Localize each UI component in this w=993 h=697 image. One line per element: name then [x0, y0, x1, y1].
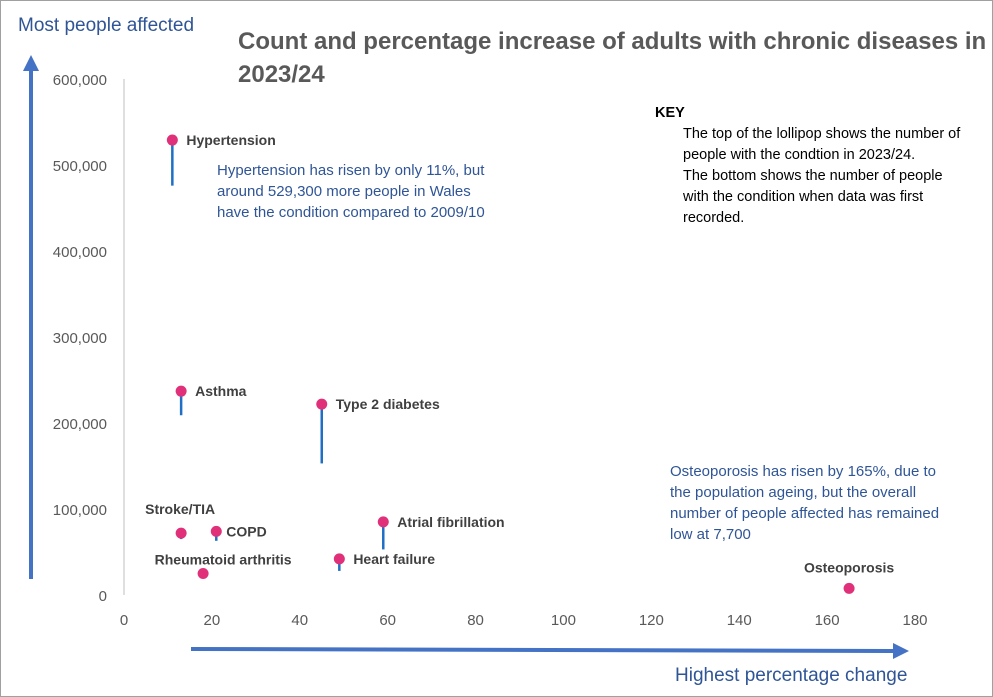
- key-line-2: The bottom shows the number of people wi…: [683, 168, 943, 226]
- y-tick-label: 100,000: [53, 502, 107, 519]
- lollipop-dot: [175, 385, 187, 397]
- y-axis-label: Most people affected: [18, 15, 195, 36]
- x-axis-arrow: [190, 642, 909, 659]
- x-tick-label: 60: [379, 612, 396, 629]
- y-tick-label: 600,000: [53, 72, 107, 89]
- key-box: KEY The top of the lollipop shows the nu…: [655, 103, 963, 229]
- x-tick-label: 40: [291, 612, 308, 629]
- lollipop-dot: [210, 525, 222, 537]
- x-tick-label: 180: [902, 612, 927, 629]
- point-label: Heart failure: [353, 551, 435, 567]
- point-label: Rheumatoid arthritis: [155, 552, 292, 568]
- lollipop-dot: [377, 516, 389, 528]
- key-line-1: The top of the lollipop shows the number…: [683, 126, 961, 163]
- lollipop-dot: [166, 134, 178, 146]
- x-tick-label: 100: [551, 612, 576, 629]
- x-tick-label: 120: [639, 612, 664, 629]
- lollipop-dot: [333, 553, 345, 565]
- y-tick-label: 500,000: [53, 158, 107, 175]
- point-label: Type 2 diabetes: [336, 396, 440, 412]
- x-tick-label: 0: [120, 612, 128, 629]
- lollipop-dot: [197, 568, 209, 579]
- y-tick-label: 200,000: [53, 416, 107, 433]
- x-tick-label: 160: [815, 612, 840, 629]
- lollipop-dot: [316, 398, 328, 410]
- y-tick-label: 400,000: [53, 244, 107, 261]
- point-label: Atrial fibrillation: [397, 514, 504, 530]
- y-tick-label: 300,000: [53, 330, 107, 347]
- point-label: Hypertension: [186, 132, 275, 148]
- key-title: KEY: [655, 105, 685, 121]
- x-tick-label: 80: [467, 612, 484, 629]
- point-label: Asthma: [195, 383, 247, 399]
- x-axis-label: Highest percentage change: [675, 665, 908, 686]
- osteoporosis-annotation: Osteoporosis has risen by 165%, due to t…: [670, 463, 940, 543]
- point-label: Osteoporosis: [804, 559, 894, 575]
- lollipop-dot: [843, 582, 855, 594]
- point-label: Stroke/TIA: [145, 501, 215, 517]
- x-tick-label: 140: [727, 612, 752, 629]
- chart-title: Count and percentage increase of adults …: [238, 28, 987, 88]
- lollipop-dot: [175, 527, 187, 539]
- y-tick-label: 0: [99, 588, 107, 605]
- point-label: COPD: [226, 523, 266, 539]
- hypertension-annotation: Hypertension has risen by only 11%, but …: [217, 162, 485, 221]
- x-tick-label: 20: [204, 612, 221, 629]
